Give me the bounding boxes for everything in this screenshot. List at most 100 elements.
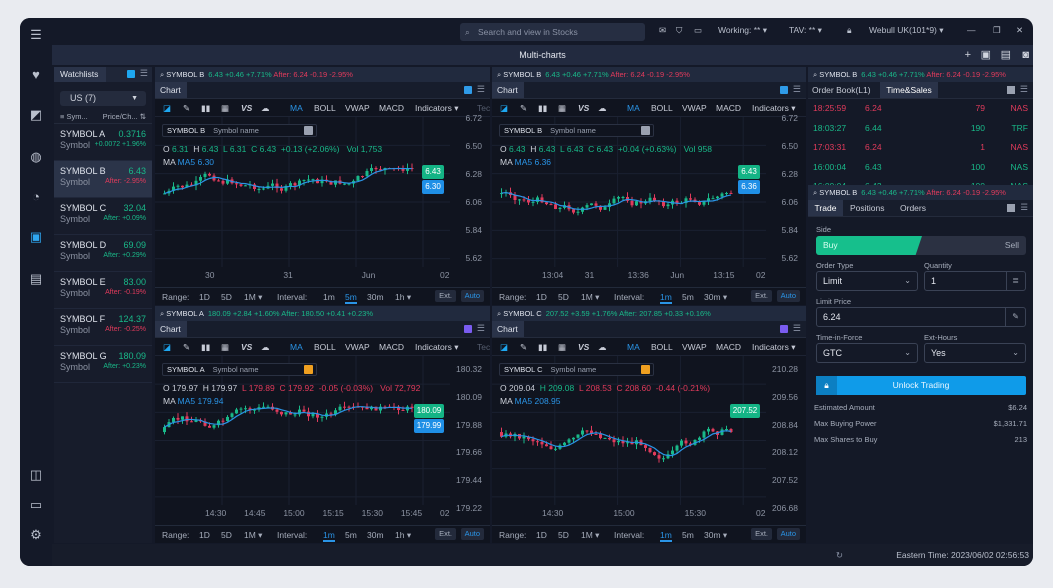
range-1d[interactable]: 1D (536, 530, 547, 540)
tab-watchlists[interactable]: Watchlists (54, 67, 106, 82)
range-5d[interactable]: 5D (558, 530, 569, 540)
chart-icon[interactable]: ◩ (29, 107, 43, 122)
range-1m[interactable]: 1M ▾ (244, 292, 263, 302)
ext-button[interactable]: Ext. (751, 528, 772, 540)
interval-0[interactable]: 1m (323, 292, 335, 302)
layout-icon[interactable]: ▦ (558, 103, 567, 113)
menu-icon[interactable]: ☰ (30, 27, 42, 42)
symbol[interactable]: SYMBOL B (503, 70, 542, 79)
gauge-icon[interactable]: ◔ (32, 189, 40, 204)
indicator-ma[interactable]: MA (290, 342, 303, 352)
book-icon[interactable]: ◫ (29, 467, 43, 482)
auto-button[interactable]: Auto (460, 528, 484, 540)
search-icon[interactable]: ⌕ (160, 70, 165, 79)
shield-icon[interactable]: ⛉ (676, 25, 683, 35)
save-icon[interactable]: ▣ (980, 49, 991, 61)
symbol[interactable]: SYMBOL B (819, 188, 858, 197)
indicator-boll[interactable]: BOLL (651, 103, 673, 113)
col-price[interactable]: Price/Ch... ⇅ (102, 112, 146, 121)
indicator-ma[interactable]: MA (627, 103, 640, 113)
indicator-macd[interactable]: MACD (716, 342, 742, 352)
interval-1[interactable]: 5m (682, 292, 694, 302)
message-icon[interactable]: ▭ (29, 497, 43, 512)
link-color-icon[interactable] (780, 325, 788, 333)
indicator-vwap[interactable]: VWAP (682, 103, 707, 113)
add-icon[interactable]: + (964, 49, 971, 61)
briefcase-icon[interactable]: ▤ (1000, 49, 1011, 61)
planet-icon[interactable]: ◍ (30, 149, 42, 164)
ext-button[interactable]: Ext. (435, 290, 456, 302)
chart-plot[interactable]: SYMBOL A Symbol name O 179.97 H 179.97 L … (155, 356, 490, 525)
range-1d[interactable]: 1D (199, 292, 210, 302)
indicator-macd[interactable]: MACD (716, 103, 742, 113)
search-input[interactable]: Search and view in Stocks (460, 23, 645, 41)
compare-icon[interactable]: VS (241, 103, 253, 113)
buy-button[interactable]: Buy (816, 236, 922, 255)
edit-icon[interactable]: ✎ (1005, 308, 1019, 326)
interval-1[interactable]: 5m (345, 530, 357, 540)
range-1d[interactable]: 1D (536, 292, 547, 302)
symbol[interactable]: SYMBOL B (166, 70, 205, 79)
draw-icon[interactable]: ✎ (520, 103, 528, 113)
list-menu-icon[interactable]: ☰ (476, 84, 485, 94)
interval-0[interactable]: 1m (323, 530, 335, 542)
range-1m[interactable]: 1M ▾ (244, 530, 263, 540)
layout-icon[interactable]: ▦ (221, 342, 230, 352)
working-dropdown[interactable]: Working: ** ▾ (718, 25, 767, 35)
range-5d[interactable]: 5D (221, 292, 232, 302)
indicators-dropdown[interactable]: Indicators ▾ (752, 103, 796, 113)
indicator-macd[interactable]: MACD (379, 342, 405, 352)
indicator-ma[interactable]: MA (627, 342, 640, 352)
list-menu-icon[interactable]: ☰ (1019, 84, 1028, 94)
range-5d[interactable]: 5D (221, 530, 232, 540)
interval-1[interactable]: 5m (682, 530, 694, 540)
tab-positions[interactable]: Positions (850, 203, 885, 213)
heart-icon[interactable]: ♥ (32, 67, 40, 82)
refresh-icon[interactable]: ↻ (835, 550, 843, 560)
indicator-vwap[interactable]: VWAP (345, 103, 370, 113)
watchlist-item[interactable]: SYMBOL G Symbol 180.09 After: +0.23% (54, 346, 152, 383)
account-dropdown[interactable]: Webull UK(101*9) ▾ (869, 25, 944, 35)
compare-icon[interactable]: VS (241, 342, 253, 352)
candles-icon[interactable]: ▮▮ (201, 342, 211, 352)
mail-icon[interactable]: ✉ (659, 25, 667, 35)
sell-button[interactable]: Sell (1004, 240, 1019, 250)
order-type-select[interactable]: Limit ⌄ (816, 271, 918, 291)
search-icon[interactable]: ⌕ (497, 309, 502, 318)
range-1m[interactable]: 1M ▾ (581, 292, 600, 302)
layout-icon[interactable]: ▦ (558, 342, 567, 352)
interval-2[interactable]: 30m ▾ (704, 530, 728, 540)
link-color-icon[interactable] (1007, 86, 1015, 94)
symbol[interactable]: SYMBOL B (819, 70, 858, 79)
list-menu-icon[interactable]: ☰ (1020, 202, 1028, 212)
compare-icon[interactable]: VS (578, 103, 590, 113)
indicator-boll[interactable]: BOLL (314, 103, 336, 113)
interval-3[interactable]: 1h ▾ (395, 530, 412, 540)
list-menu-icon[interactable]: ☰ (792, 84, 801, 94)
indicator-macd[interactable]: MACD (379, 103, 405, 113)
cloud-icon[interactable]: ☁ (598, 342, 607, 352)
chart-type-icon[interactable]: ◪ (500, 342, 509, 352)
interval-0[interactable]: 1m (660, 530, 672, 542)
range-1d[interactable]: 1D (199, 530, 210, 540)
symbol[interactable]: SYMBOL C (503, 309, 542, 318)
chart-plot[interactable]: SYMBOL B Symbol name O 6.43 H 6.43 L 6.43… (492, 113, 806, 287)
candles-icon[interactable]: ▮▮ (538, 103, 548, 113)
lock-icon[interactable]: 🔒︎ (847, 25, 852, 35)
tav-dropdown[interactable]: TAV: ** ▾ (789, 25, 822, 35)
ext-hours-select[interactable]: Yes ⌄ (924, 343, 1026, 363)
range-5d[interactable]: 5D (558, 292, 569, 302)
tec-button[interactable]: Tec (477, 103, 490, 113)
symbol-box[interactable]: SYMBOL B Symbol name (499, 124, 654, 137)
watchlist-item[interactable]: SYMBOL F Symbol 124.37 After: -0.25% (54, 309, 152, 346)
search-icon[interactable]: ⌕ (813, 70, 818, 79)
watchlist-select[interactable]: US (7) ▼ (60, 91, 146, 106)
search-icon[interactable]: ⌕ (813, 188, 818, 197)
watchlist-item[interactable]: SYMBOL D Symbol 69.09 After: +0.29% (54, 235, 152, 272)
auto-button[interactable]: Auto (776, 528, 800, 540)
tab-chart[interactable]: Chart (155, 82, 187, 98)
wallet-icon[interactable]: ▤ (29, 271, 43, 286)
tab-chart[interactable]: Chart (155, 321, 187, 337)
indicators-dropdown[interactable]: Indicators ▾ (415, 103, 459, 113)
limit-price-input[interactable]: 6.24 ✎ (816, 307, 1026, 327)
